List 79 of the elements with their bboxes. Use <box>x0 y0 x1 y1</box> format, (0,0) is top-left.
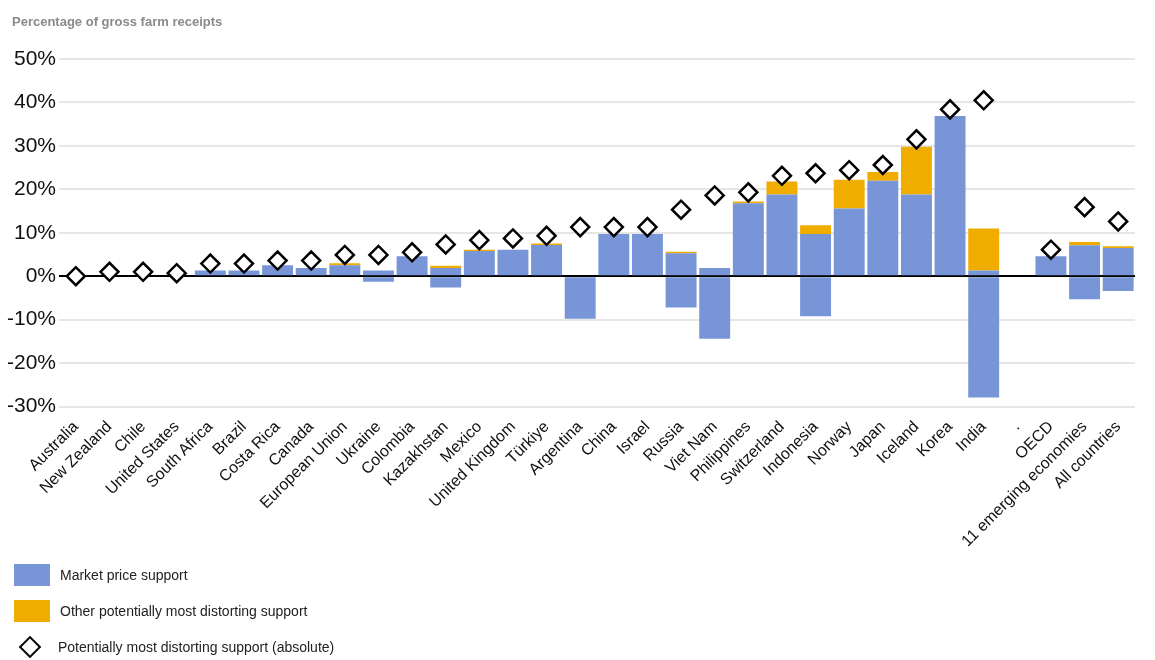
point <box>569 216 591 238</box>
bar <box>900 146 932 195</box>
bar <box>295 267 327 276</box>
point <box>536 225 557 247</box>
point <box>738 182 759 203</box>
y-tick-label: 10% <box>13 219 57 243</box>
point <box>368 244 389 266</box>
y-axis-title: Percentage of gross farm receipts <box>12 14 223 29</box>
bar <box>800 234 832 276</box>
bar <box>1069 245 1101 276</box>
point <box>906 129 927 150</box>
y-tick-label: 0% <box>25 262 57 286</box>
bar <box>430 277 462 288</box>
bar <box>430 267 462 276</box>
bar <box>900 194 932 276</box>
bar <box>564 277 596 319</box>
bar <box>968 228 1000 271</box>
point <box>502 228 524 249</box>
bar <box>665 253 697 276</box>
bar <box>329 265 361 276</box>
bar <box>699 267 731 276</box>
bar <box>732 203 764 276</box>
bar <box>867 180 899 276</box>
point <box>65 265 87 287</box>
point <box>267 250 288 271</box>
bar <box>531 244 563 276</box>
point <box>973 90 994 111</box>
bar <box>833 208 865 276</box>
point <box>334 244 356 266</box>
x-tick-label: . <box>1007 417 1023 433</box>
bar <box>800 277 832 317</box>
point <box>132 261 154 283</box>
point <box>233 253 255 274</box>
bar <box>362 277 394 282</box>
bar <box>833 179 865 209</box>
point <box>872 154 894 176</box>
point <box>805 163 826 184</box>
legend-label: Market price support <box>60 567 188 583</box>
bar <box>430 265 462 268</box>
legend-label: Potentially most distorting support (absolute) <box>58 639 335 655</box>
bar <box>766 194 798 276</box>
bar <box>665 277 697 308</box>
y-tick-label: -10% <box>6 306 57 330</box>
bar <box>1102 277 1134 291</box>
point <box>838 159 860 181</box>
y-tick-label: -20% <box>6 349 57 373</box>
bar <box>598 234 630 276</box>
y-tick-label: 30% <box>13 132 57 156</box>
y-tick-label: 50% <box>13 45 57 69</box>
bar <box>497 249 529 276</box>
y-tick-label: -30% <box>6 393 57 417</box>
bar <box>766 181 798 195</box>
bar <box>631 234 663 276</box>
bar <box>968 277 1000 398</box>
bar <box>1035 256 1067 276</box>
point <box>166 262 187 284</box>
bar <box>1102 247 1134 276</box>
y-tick-label: 40% <box>13 89 57 113</box>
point <box>637 216 658 238</box>
point <box>435 234 456 255</box>
point <box>670 199 692 220</box>
point <box>603 216 625 238</box>
bar <box>699 277 731 339</box>
legend-label: Other potentially most distorting support <box>60 603 308 619</box>
bar <box>934 115 966 276</box>
point <box>704 185 725 206</box>
bar <box>800 225 832 235</box>
point <box>939 99 961 120</box>
point <box>771 165 793 187</box>
point <box>300 250 322 271</box>
bar <box>463 251 495 276</box>
bar <box>1069 277 1101 300</box>
y-tick-label: 20% <box>13 176 57 200</box>
point <box>401 242 423 263</box>
point <box>200 253 221 274</box>
point <box>99 261 120 283</box>
bar <box>396 256 428 276</box>
point <box>469 229 490 251</box>
bar <box>867 171 899 181</box>
